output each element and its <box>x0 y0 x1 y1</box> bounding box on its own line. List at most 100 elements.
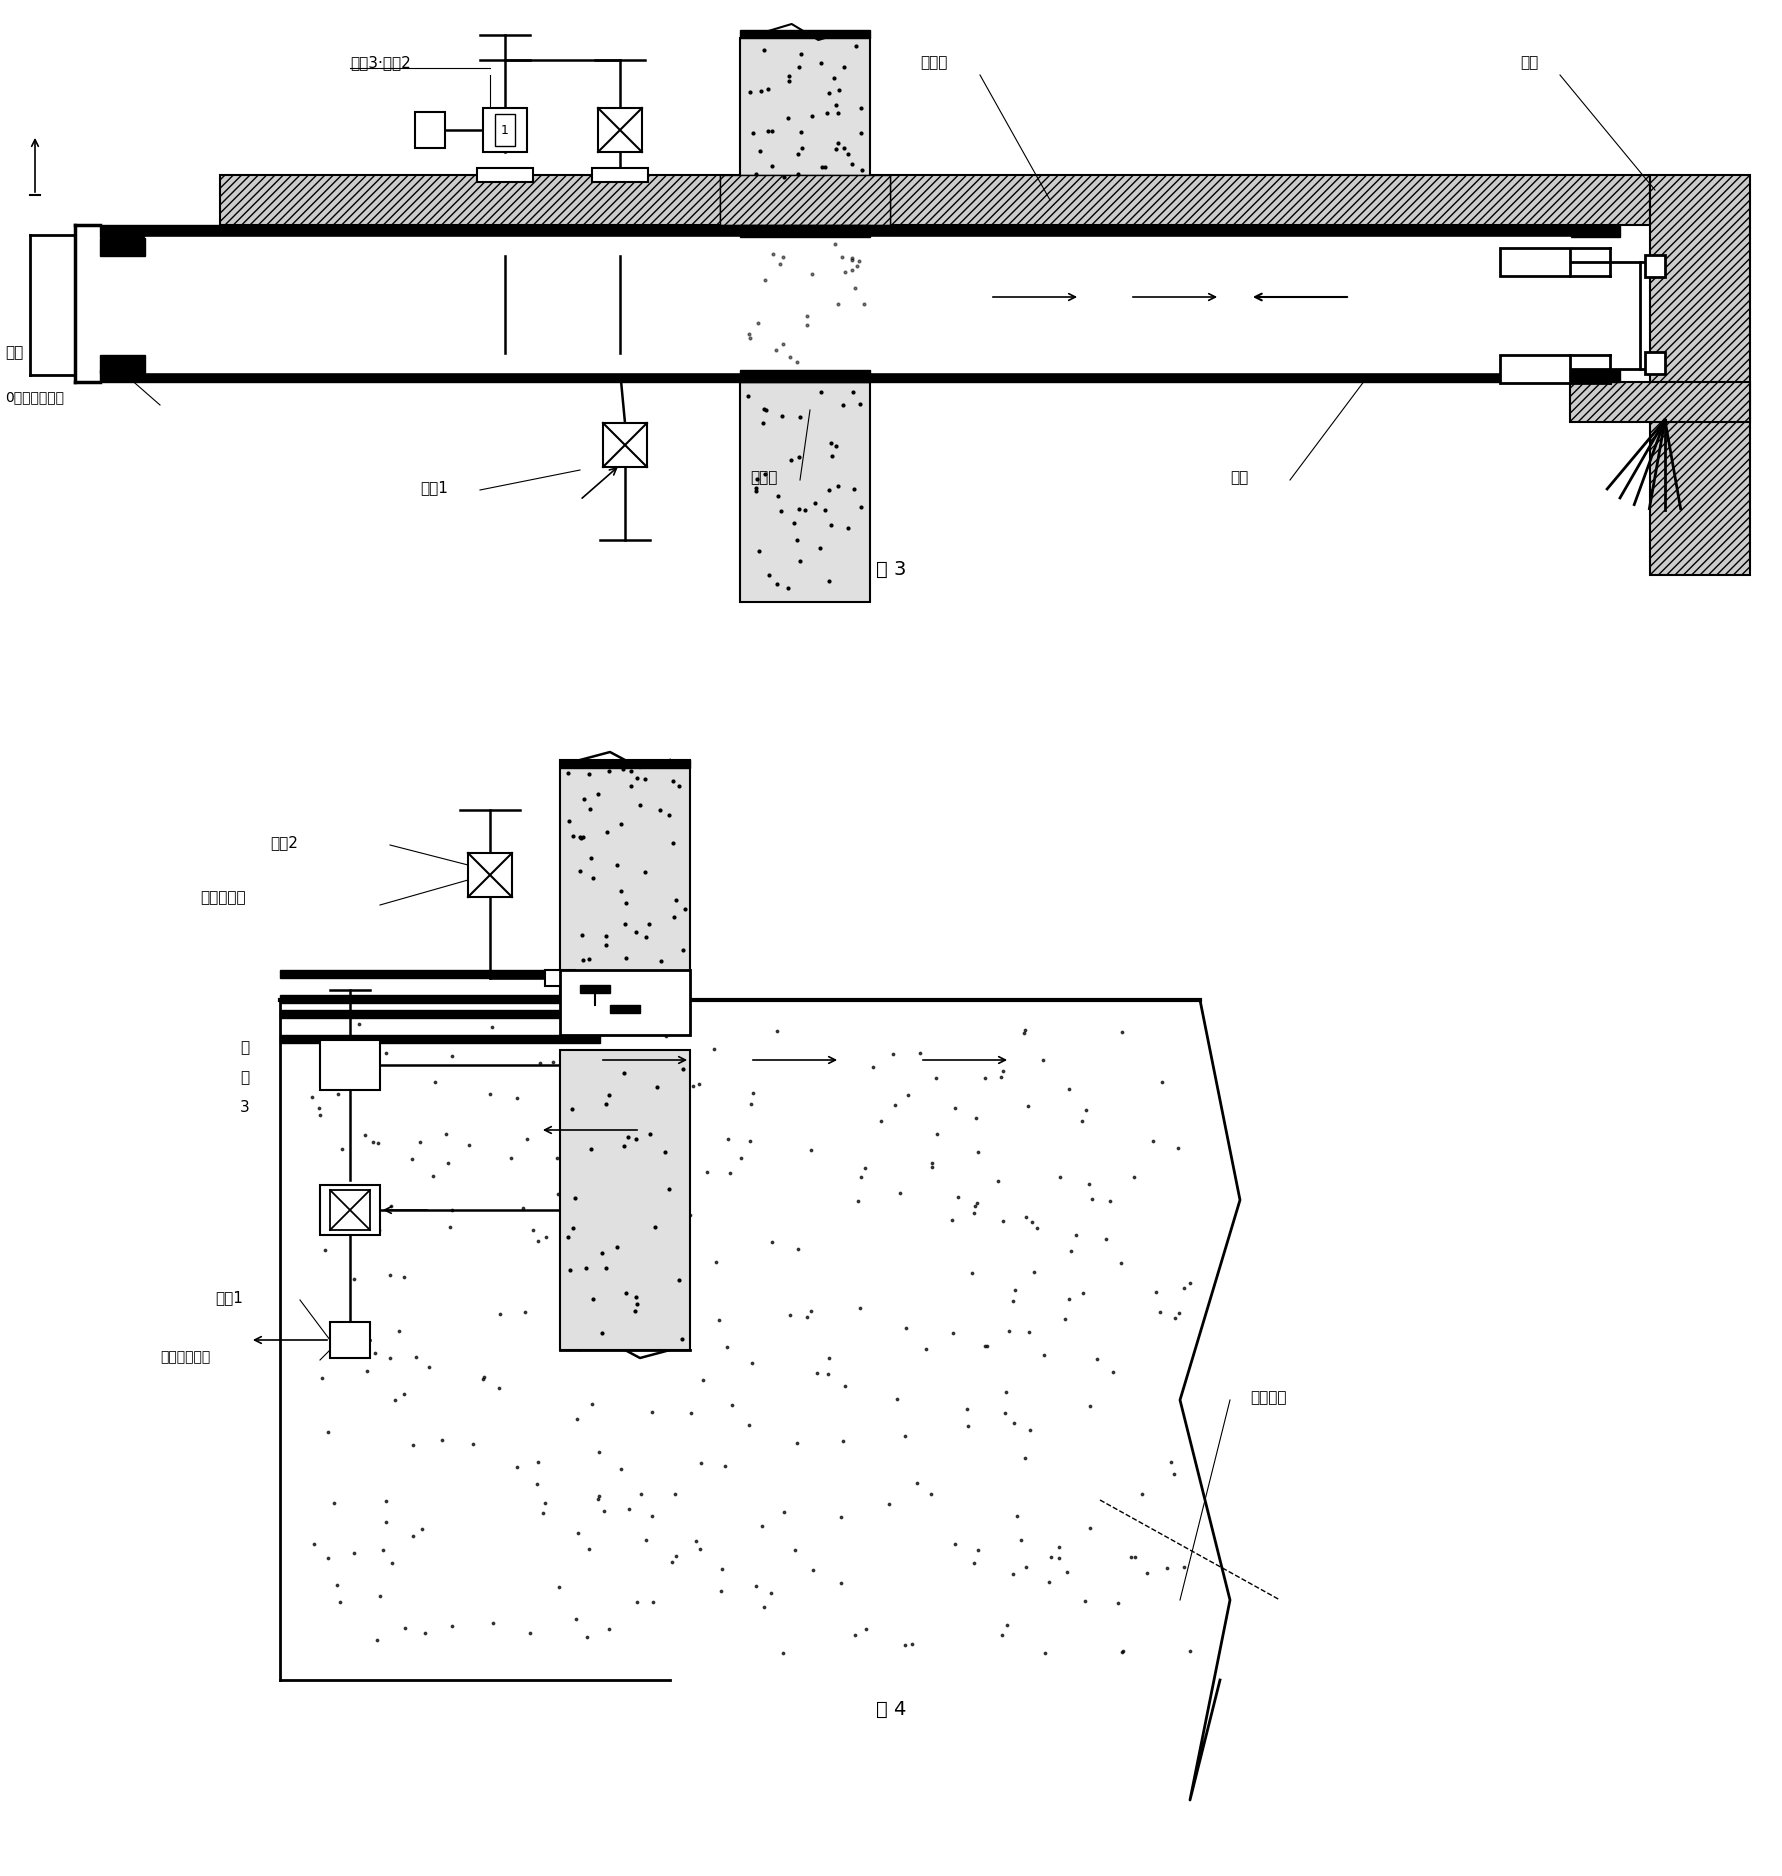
Point <box>659 1270 688 1300</box>
Bar <box>1500 355 1570 383</box>
Bar <box>1500 248 1570 276</box>
Bar <box>720 174 889 225</box>
Point <box>775 1300 804 1330</box>
Point <box>588 1238 617 1268</box>
Point <box>584 1437 613 1467</box>
Point <box>891 1313 920 1343</box>
Point <box>524 1227 552 1257</box>
Point <box>1037 1542 1066 1572</box>
Point <box>622 1283 650 1313</box>
Point <box>438 1611 467 1642</box>
Point <box>620 1296 649 1326</box>
Point <box>834 514 862 544</box>
Point <box>565 1518 593 1548</box>
Point <box>631 921 659 951</box>
Point <box>781 1535 809 1565</box>
Point <box>310 1234 339 1264</box>
Point <box>1176 1268 1205 1298</box>
Text: 3: 3 <box>241 1099 249 1114</box>
Point <box>829 1426 857 1456</box>
Point <box>666 1251 695 1281</box>
Point <box>545 1572 574 1602</box>
Point <box>611 910 640 940</box>
Point <box>846 1293 875 1323</box>
Bar <box>160 236 1570 370</box>
Point <box>577 1135 606 1165</box>
Point <box>351 1218 380 1248</box>
Point <box>953 1411 982 1441</box>
Point <box>531 1488 560 1518</box>
Point <box>782 347 811 377</box>
Point <box>686 1448 715 1478</box>
Point <box>1003 1501 1032 1531</box>
Point <box>788 39 816 69</box>
Point <box>734 381 763 411</box>
Point <box>656 1174 684 1204</box>
Point <box>898 1628 927 1658</box>
Point <box>1083 1343 1112 1373</box>
Point <box>804 1358 832 1388</box>
Point <box>554 807 583 837</box>
Point <box>613 1122 642 1152</box>
Point <box>884 1384 912 1415</box>
Point <box>773 574 802 604</box>
Point <box>376 1261 405 1291</box>
Point <box>592 1090 620 1120</box>
Point <box>738 118 766 148</box>
Point <box>510 1193 538 1223</box>
Point <box>741 473 770 503</box>
Point <box>1092 1223 1121 1253</box>
Point <box>891 1630 920 1660</box>
Point <box>638 1501 666 1531</box>
Point <box>376 1191 405 1221</box>
Point <box>706 1576 734 1606</box>
Point <box>688 1364 716 1394</box>
Point <box>1071 1585 1099 1615</box>
Point <box>608 809 636 839</box>
Point <box>298 1082 326 1112</box>
Point <box>412 1617 440 1647</box>
Point <box>561 1317 590 1347</box>
Point <box>822 90 850 120</box>
Point <box>793 300 822 330</box>
Point <box>736 319 764 349</box>
Point <box>385 1315 413 1345</box>
Point <box>805 533 834 563</box>
Point <box>602 1231 631 1261</box>
Point <box>611 1278 640 1308</box>
Point <box>700 1034 729 1064</box>
Point <box>923 1118 952 1148</box>
Point <box>921 1062 950 1092</box>
Bar <box>330 1189 371 1231</box>
Point <box>743 463 772 493</box>
Point <box>665 1264 693 1294</box>
Point <box>843 251 871 281</box>
Text: 注入水玻璃: 注入水玻璃 <box>200 889 246 904</box>
Bar <box>545 970 576 987</box>
Point <box>584 976 613 1006</box>
Point <box>624 762 652 792</box>
Point <box>1078 1184 1107 1214</box>
Text: 钻孔水: 钻孔水 <box>750 471 777 486</box>
Point <box>323 1570 351 1600</box>
Point <box>542 1142 570 1172</box>
Point <box>912 1334 941 1364</box>
Point <box>1067 1107 1096 1137</box>
Point <box>880 1090 909 1120</box>
Bar <box>330 1323 371 1358</box>
Point <box>513 1124 542 1154</box>
Point <box>893 1081 921 1111</box>
Point <box>503 1082 531 1112</box>
Point <box>834 139 862 169</box>
Point <box>606 1454 634 1484</box>
Point <box>478 1608 506 1638</box>
Point <box>624 1289 652 1319</box>
Point <box>529 1497 558 1527</box>
Point <box>891 1420 920 1450</box>
Point <box>388 1263 417 1293</box>
Point <box>668 934 697 964</box>
Point <box>756 561 784 591</box>
Bar <box>100 238 144 255</box>
Point <box>818 510 846 540</box>
Point <box>584 1480 613 1510</box>
